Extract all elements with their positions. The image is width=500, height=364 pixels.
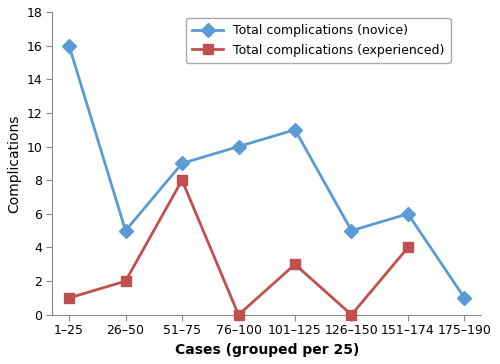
Total complications (experienced) bbox=[292, 262, 298, 266]
Total complications (experienced) bbox=[179, 178, 185, 182]
Total complications (experienced) bbox=[236, 313, 242, 317]
Total complications (novice) bbox=[66, 43, 72, 48]
Total complications (novice) bbox=[348, 229, 354, 233]
Total complications (experienced) bbox=[348, 313, 354, 317]
Total complications (experienced) bbox=[66, 296, 72, 300]
Legend: Total complications (novice), Total complications (experienced): Total complications (novice), Total comp… bbox=[186, 18, 451, 63]
Total complications (novice) bbox=[462, 296, 468, 300]
Line: Total complications (novice): Total complications (novice) bbox=[64, 41, 470, 303]
Total complications (novice) bbox=[179, 161, 185, 166]
Total complications (novice) bbox=[292, 127, 298, 132]
Y-axis label: Complications: Complications bbox=[7, 114, 21, 213]
Total complications (novice) bbox=[236, 145, 242, 149]
Total complications (experienced) bbox=[122, 279, 128, 283]
Total complications (experienced) bbox=[405, 245, 411, 250]
Line: Total complications (experienced): Total complications (experienced) bbox=[64, 175, 413, 320]
Total complications (novice) bbox=[122, 229, 128, 233]
Total complications (novice) bbox=[405, 211, 411, 216]
X-axis label: Cases (grouped per 25): Cases (grouped per 25) bbox=[174, 343, 359, 357]
